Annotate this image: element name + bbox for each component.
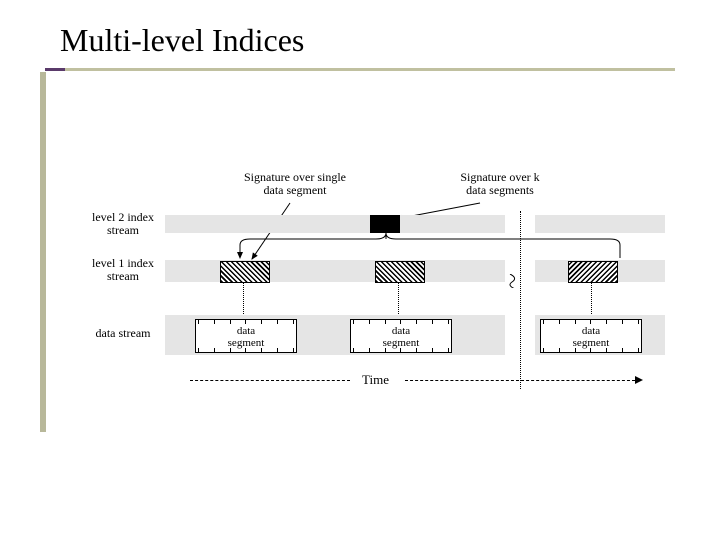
page-title: Multi-level Indices (60, 22, 304, 59)
link-l1-to-data-2 (398, 282, 399, 314)
level1-sig-box-1 (220, 261, 270, 283)
slide: Multi-level Indices Signature over singl… (0, 0, 720, 540)
data-segment-1-label: datasegment (196, 326, 296, 349)
link-l1-to-data-1 (243, 282, 244, 314)
title-underline (45, 68, 675, 71)
link-l1-to-data-3 (591, 282, 592, 314)
label-level1: level 1 indexstream (84, 257, 162, 283)
multilevel-index-diagram: Signature over singledata segment Signat… (90, 175, 665, 435)
time-axis-right (405, 380, 635, 381)
label-data-stream: data stream (85, 327, 161, 340)
time-axis-label: Time (358, 372, 393, 388)
level1-sig-box-2 (375, 261, 425, 283)
gap-divider (520, 211, 521, 389)
level1-sig-box-3 (568, 261, 618, 283)
data-segment-3: datasegment (540, 319, 642, 353)
time-axis-left (190, 380, 350, 381)
left-accent-bar (40, 72, 46, 432)
stream-break-l1 (508, 274, 518, 288)
time-arrowhead (635, 376, 643, 384)
data-segment-1: datasegment (195, 319, 297, 353)
data-segment-2-label: datasegment (351, 326, 451, 349)
data-segment-2: datasegment (350, 319, 452, 353)
data-segment-3-label: datasegment (541, 326, 641, 349)
level1-stream-bar-left (165, 260, 505, 282)
brace-span (90, 175, 665, 435)
